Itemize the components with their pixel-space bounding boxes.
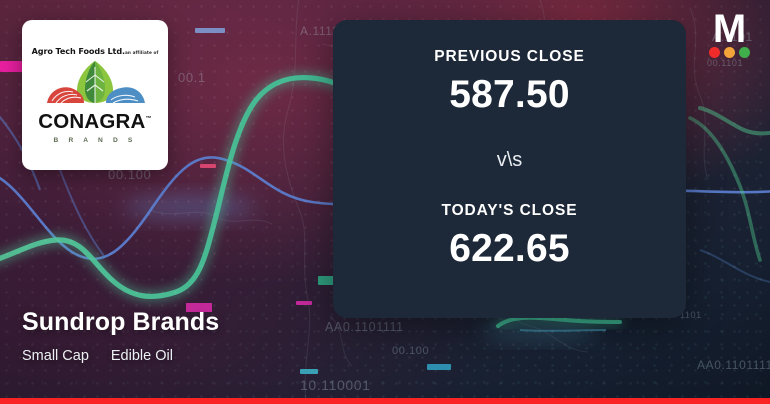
company-tags: Small Cap Edible Oil xyxy=(22,348,173,364)
accent-dash xyxy=(300,369,318,374)
todays-close-label: TODAY'S CLOSE xyxy=(441,202,578,219)
price-comparison-card: PREVIOUS CLOSE 587.50 v\s TODAY'S CLOSE … xyxy=(333,20,686,318)
previous-close-label: PREVIOUS CLOSE xyxy=(434,48,585,65)
background-code-text: 00.1 xyxy=(178,70,206,85)
bottom-accent-bar xyxy=(0,398,770,404)
todays-close-value: 622.65 xyxy=(449,227,570,270)
background-code-text: 1101 xyxy=(680,310,702,320)
parent-company-name: Agro Tech Foods Ltd.an affiliate of xyxy=(31,46,159,56)
background-code-text: 00.100 xyxy=(108,167,152,182)
background-code-text: A.1101 xyxy=(712,30,753,44)
versus-separator: v\s xyxy=(333,149,686,172)
accent-dash xyxy=(318,276,336,285)
publisher-logo-dot xyxy=(738,47,750,58)
company-logo-card: Agro Tech Foods Ltd.an affiliate of xyxy=(22,20,168,170)
publisher-logo-dot xyxy=(708,47,720,58)
accent-dash xyxy=(195,28,225,33)
accent-dash xyxy=(0,61,22,72)
background-code-text: AA0.1101111 xyxy=(697,358,770,372)
accent-dash xyxy=(427,364,451,370)
affiliation-note: an affiliate of xyxy=(125,50,159,55)
publisher-logo-letter-icon: M xyxy=(712,7,746,51)
background-code-text: AA0.1101111 xyxy=(325,320,404,334)
publisher-logo: M xyxy=(702,7,756,58)
accent-dash xyxy=(296,301,312,305)
background-code-text: 10.110001 xyxy=(300,377,371,393)
company-tag-market-cap: Small Cap xyxy=(22,348,89,364)
brand-tagline: B R A N D S xyxy=(53,137,137,144)
trademark-symbol: ™ xyxy=(145,116,152,123)
publisher-logo-dots-icon xyxy=(702,47,756,58)
versus-label: v\s xyxy=(496,149,523,171)
publisher-logo-dot xyxy=(723,47,735,58)
previous-close-value: 587.50 xyxy=(449,73,570,116)
company-name: Sundrop Brands xyxy=(22,308,220,336)
conagra-leaf-mark-icon xyxy=(47,61,145,104)
previous-close-block: PREVIOUS CLOSE 587.50 xyxy=(333,20,686,114)
background-code-text: 00.100 xyxy=(392,345,430,357)
company-tag-sector: Edible Oil xyxy=(110,348,173,364)
background-code-text: 00.1101 xyxy=(707,58,744,68)
accent-dash xyxy=(200,164,216,168)
todays-close-block: TODAY'S CLOSE 622.65 xyxy=(333,202,686,268)
brand-wordmark: CONAGRA™ xyxy=(38,110,152,133)
title-accent-dash xyxy=(186,303,212,312)
